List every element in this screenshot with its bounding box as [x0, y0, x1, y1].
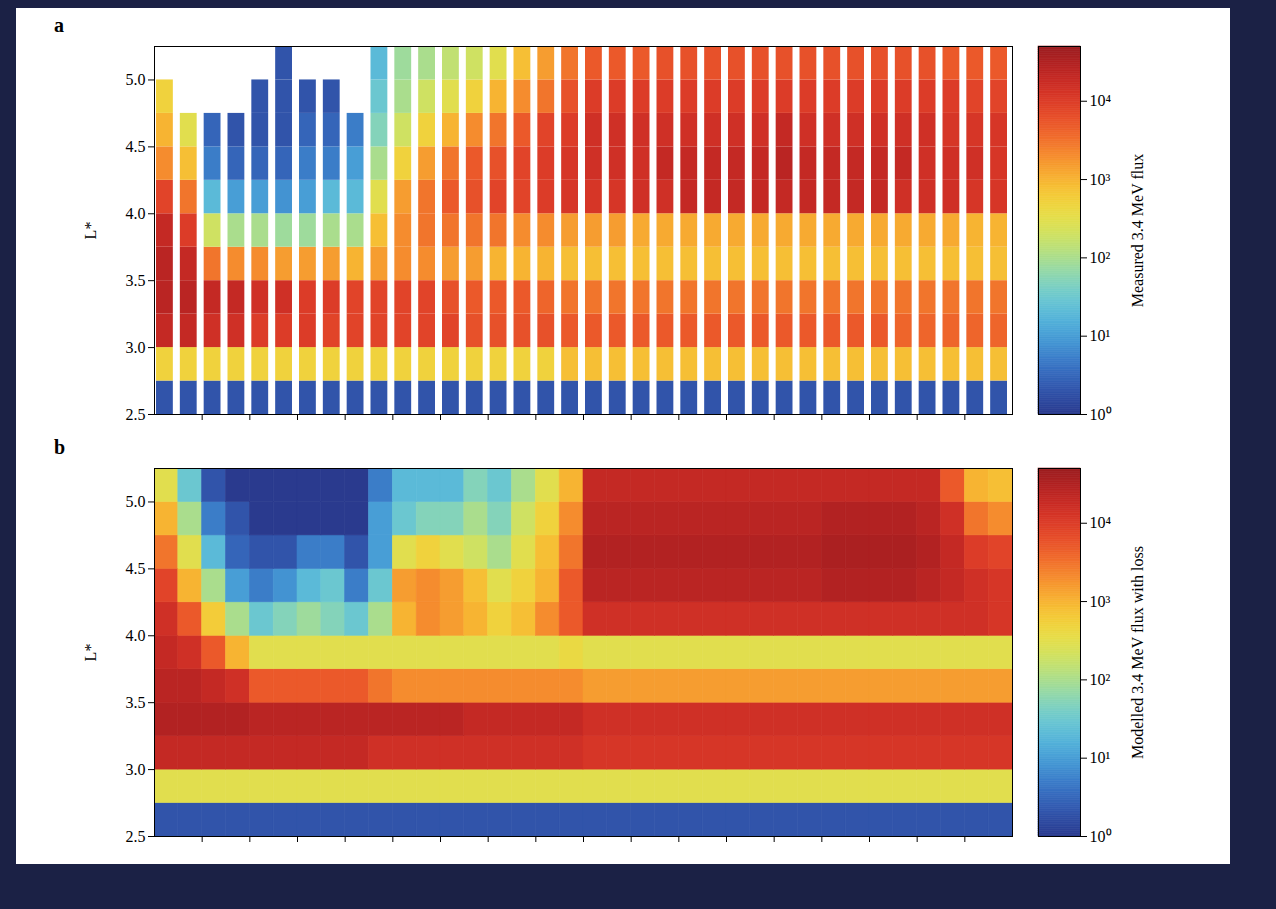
svg-text:10⁰: 10⁰ [1090, 406, 1112, 423]
svg-text:3.5: 3.5 [126, 272, 146, 289]
svg-text:L*: L* [82, 644, 99, 662]
html-text:a: a [54, 14, 64, 36]
svg-text:3.5: 3.5 [126, 694, 146, 711]
svg-text:3.0: 3.0 [126, 761, 146, 778]
svg-text:10¹: 10¹ [1090, 749, 1111, 766]
svg-text:10³: 10³ [1090, 593, 1111, 610]
svg-text:5.0: 5.0 [126, 71, 146, 88]
svg-text:Measured 3.4 MeV flux: Measured 3.4 MeV flux [1129, 154, 1146, 307]
svg-text:4.5: 4.5 [126, 560, 146, 577]
svg-text:Modelled 3.4 MeV flux with los: Modelled 3.4 MeV flux with loss [1129, 546, 1146, 759]
svg-text:L*: L* [82, 222, 99, 240]
svg-text:10²: 10² [1090, 249, 1111, 266]
svg-text:4.0: 4.0 [126, 627, 146, 644]
svg-text:4.0: 4.0 [126, 205, 146, 222]
svg-text:2.5: 2.5 [126, 828, 146, 845]
svg-text:3.0: 3.0 [126, 339, 146, 356]
svg-text:10⁰: 10⁰ [1090, 828, 1112, 845]
svg-text:4.5: 4.5 [126, 138, 146, 155]
svg-text:10³: 10³ [1090, 171, 1111, 188]
svg-text:10²: 10² [1090, 671, 1111, 688]
svg-text:2.5: 2.5 [126, 406, 146, 423]
svg-text:10⁴: 10⁴ [1090, 92, 1112, 109]
svg-text:10¹: 10¹ [1090, 327, 1111, 344]
svg-text:10⁴: 10⁴ [1090, 514, 1112, 531]
svg-text:5.0: 5.0 [126, 493, 146, 510]
html-text:b: b [54, 436, 66, 458]
